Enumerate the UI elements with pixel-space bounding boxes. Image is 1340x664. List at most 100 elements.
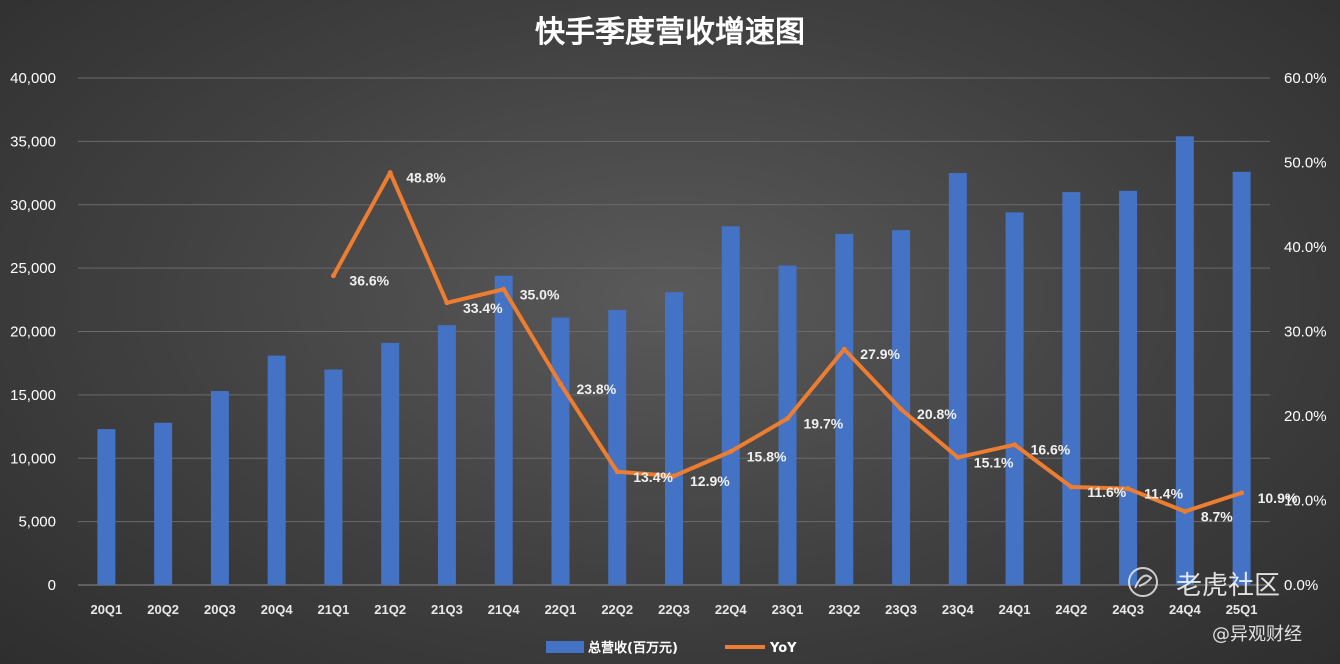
bar — [494, 275, 513, 585]
yoy-data-label: 15.8% — [747, 448, 787, 464]
bar — [948, 173, 967, 585]
bar — [1119, 190, 1138, 585]
right-tick-label: 40.0% — [1284, 239, 1327, 256]
bar — [1005, 212, 1024, 586]
yoy-point — [898, 406, 904, 412]
yoy-data-label: 19.7% — [804, 416, 844, 432]
x-axis: 20Q1 20Q2 20Q3 20Q4 21Q1 21Q2 21Q3 21Q4 22Q1 22Q2… — [90, 602, 1257, 617]
bar — [381, 342, 400, 585]
x-tick-label: 20Q3 — [204, 602, 236, 617]
x-tick-label: 22Q2 — [601, 602, 633, 617]
yoy-data-label: 23.8% — [576, 381, 616, 397]
left-tick-label: 30,000 — [10, 197, 56, 214]
yoy-data-label: 12.9% — [690, 473, 730, 489]
x-tick-label: 20Q4 — [261, 602, 294, 617]
yoy-data-label: 10.9% — [1258, 490, 1298, 506]
legend: 总营收(百万元) YoY — [546, 640, 797, 656]
x-tick-label: 20Q1 — [90, 602, 122, 617]
right-tick-label: 0.0% — [1284, 577, 1318, 594]
x-tick-label: 23Q4 — [942, 602, 975, 617]
left-tick-label: 20,000 — [10, 324, 56, 341]
yoy-point — [1012, 442, 1018, 448]
bar-series — [97, 136, 1251, 586]
x-tick-label: 24Q3 — [1112, 602, 1144, 617]
yoy-data-label: 20.8% — [917, 406, 957, 422]
x-tick-label: 22Q4 — [715, 602, 748, 617]
watermark: 老虎社区 @异观财经 — [1128, 567, 1302, 645]
right-tick-label: 10.0% — [1284, 493, 1327, 510]
left-tick-label: 10,000 — [10, 450, 56, 467]
left-tick-label: 0 — [48, 577, 56, 594]
yoy-data-label: 11.4% — [1144, 486, 1183, 502]
x-tick-label: 23Q2 — [828, 602, 860, 617]
right-tick-label: 60.0% — [1284, 70, 1327, 87]
left-tick-label: 25,000 — [10, 260, 56, 277]
bar — [267, 355, 286, 585]
legend-label-revenue: 总营收(百万元) — [588, 640, 678, 656]
yoy-point — [1068, 484, 1074, 490]
yoy-point — [1182, 508, 1188, 514]
chart-title: 快手季度营收增速图 — [535, 15, 805, 50]
bar — [210, 391, 229, 585]
bar — [835, 233, 854, 585]
yoy-data-label: 27.9% — [860, 346, 900, 362]
left-axis: 0 5,000 10,000 15,000 20,000 25,000 30,000 35,0… — [10, 70, 56, 594]
left-tick-label: 40,000 — [10, 70, 56, 87]
yoy-data-label: 33.4% — [463, 300, 503, 316]
left-tick-label: 35,000 — [10, 133, 56, 150]
tiger-logo-icon — [1128, 567, 1158, 597]
watermark-handle: @异观财经 — [1212, 624, 1302, 645]
bar — [608, 309, 627, 585]
yoy-data-label: 48.8% — [406, 170, 446, 186]
bar — [551, 317, 570, 585]
yoy-data-label: 11.6% — [1087, 484, 1126, 500]
right-tick-label: 50.0% — [1284, 155, 1327, 172]
yoy-point — [330, 273, 336, 279]
right-tick-label: 30.0% — [1284, 324, 1327, 341]
yoy-data-label: 36.6% — [349, 273, 389, 289]
yoy-data-label: 35.0% — [520, 286, 560, 302]
x-tick-label: 25Q1 — [1226, 602, 1258, 617]
x-tick-label: 21Q2 — [374, 602, 406, 617]
bar — [1232, 171, 1251, 586]
bar — [324, 369, 343, 585]
right-axis: 0.0% 10.0% 20.0% 30.0% 40.0% 50.0% 60.0% — [1284, 70, 1327, 594]
left-tick-label: 15,000 — [10, 387, 56, 404]
yoy-data-label: 13.4% — [633, 469, 673, 485]
x-tick-label: 23Q3 — [885, 602, 917, 617]
x-tick-label: 22Q3 — [658, 602, 690, 617]
bar — [437, 325, 456, 585]
line-series — [330, 170, 1245, 514]
yoy-point — [1239, 490, 1245, 496]
yoy-data-label: 8.7% — [1201, 508, 1233, 524]
legend-swatch-revenue — [546, 641, 584, 653]
bar — [665, 292, 683, 585]
yoy-point — [955, 454, 961, 460]
x-tick-label: 21Q1 — [318, 602, 350, 617]
bar — [97, 429, 116, 585]
yoy-point — [728, 448, 734, 454]
x-tick-label: 23Q1 — [772, 602, 804, 617]
watermark-brand: 老虎社区 — [1176, 571, 1280, 601]
yoy-point — [557, 381, 563, 387]
x-tick-label: 21Q3 — [431, 602, 463, 617]
x-tick-label: 22Q1 — [545, 602, 577, 617]
yoy-data-label: 15.1% — [974, 454, 1014, 470]
bar — [778, 265, 797, 585]
yoy-point — [1125, 486, 1131, 492]
yoy-point — [614, 469, 620, 475]
yoy-point — [444, 300, 450, 306]
x-tick-label: 20Q2 — [147, 602, 179, 617]
yoy-point — [501, 286, 507, 292]
left-tick-label: 5,000 — [18, 514, 56, 531]
right-tick-label: 20.0% — [1284, 408, 1327, 425]
data-labels: 36.6% 48.8% 33.4% 35.0% 23.8% 13.4% 12.9% 15.8%… — [349, 170, 1297, 525]
x-tick-label: 24Q1 — [999, 602, 1031, 617]
x-tick-label: 24Q4 — [1169, 602, 1202, 617]
yoy-point — [387, 170, 393, 176]
yoy-point — [785, 416, 791, 422]
yoy-data-label: 16.6% — [1031, 442, 1071, 458]
yoy-point — [671, 473, 677, 479]
bar — [1175, 136, 1194, 585]
